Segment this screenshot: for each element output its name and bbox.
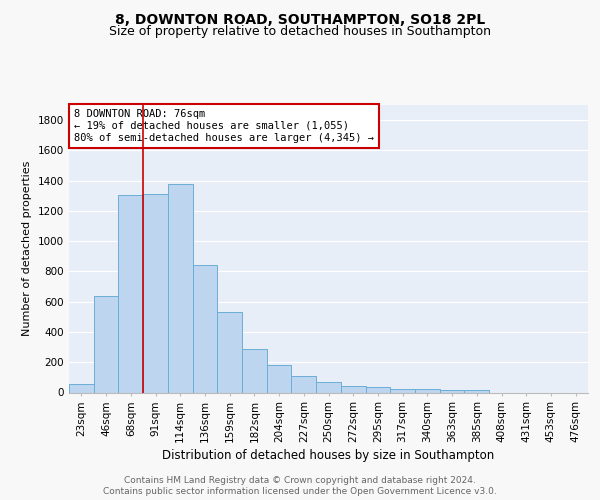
Bar xyxy=(242,350,267,393)
Bar xyxy=(168,184,193,392)
Text: Contains public sector information licensed under the Open Government Licence v3: Contains public sector information licen… xyxy=(103,487,497,496)
Bar xyxy=(390,388,415,392)
Text: Size of property relative to detached houses in Southampton: Size of property relative to detached ho… xyxy=(109,25,491,38)
Y-axis label: Number of detached properties: Number of detached properties xyxy=(22,161,32,336)
Bar xyxy=(217,312,242,392)
Bar xyxy=(94,296,118,392)
Bar xyxy=(267,364,292,392)
Bar xyxy=(292,376,316,392)
Text: 8, DOWNTON ROAD, SOUTHAMPTON, SO18 2PL: 8, DOWNTON ROAD, SOUTHAMPTON, SO18 2PL xyxy=(115,12,485,26)
Bar xyxy=(440,390,464,392)
Bar xyxy=(118,195,143,392)
Bar xyxy=(193,264,217,392)
Bar xyxy=(341,386,365,392)
Bar xyxy=(316,382,341,392)
Bar xyxy=(464,390,489,392)
Bar xyxy=(415,390,440,392)
Bar xyxy=(143,194,168,392)
Bar xyxy=(69,384,94,392)
X-axis label: Distribution of detached houses by size in Southampton: Distribution of detached houses by size … xyxy=(163,449,494,462)
Text: Contains HM Land Registry data © Crown copyright and database right 2024.: Contains HM Land Registry data © Crown c… xyxy=(124,476,476,485)
Bar xyxy=(365,387,390,392)
Text: 8 DOWNTON ROAD: 76sqm
← 19% of detached houses are smaller (1,055)
80% of semi-d: 8 DOWNTON ROAD: 76sqm ← 19% of detached … xyxy=(74,110,374,142)
